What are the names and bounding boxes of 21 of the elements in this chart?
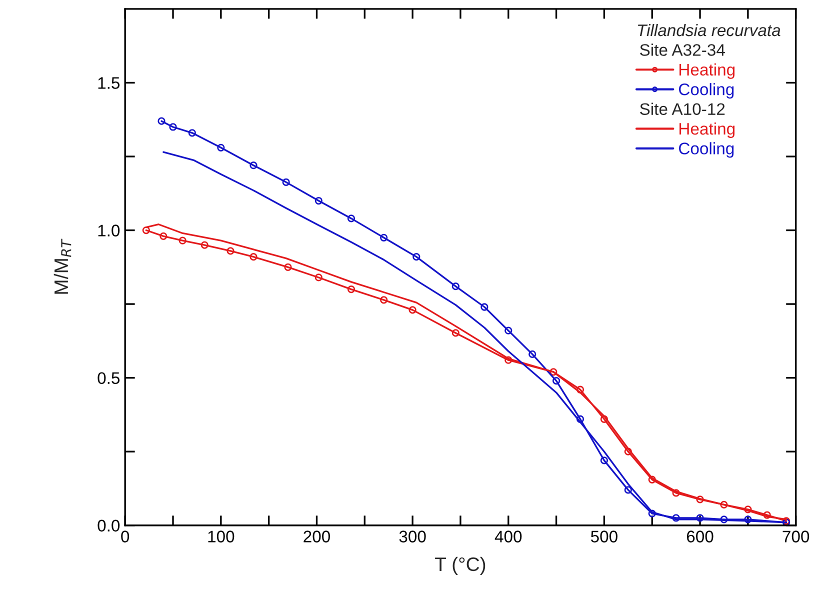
legend-title: Tillandsia recurvata (638, 24, 780, 36)
legend-label: Cooling (679, 83, 734, 99)
x-tick-label: 200 (304, 530, 330, 542)
x-tick-label: 0 (121, 530, 130, 542)
x-tick-label: 300 (399, 530, 426, 542)
x-tick-label: 600 (686, 530, 714, 542)
annotation: Site A10-12 (640, 102, 725, 116)
legend-label: Cooling (679, 142, 734, 158)
x-tick-label: 500 (590, 530, 618, 542)
x-axis-title: T (°C) (435, 556, 486, 575)
y-axis-title: M/M$_{RT}$ (54, 238, 72, 294)
y-tick-label: 0.5 (98, 372, 120, 384)
y-tick-label: 1.5 (98, 77, 120, 89)
y-tick-label: 1.0 (98, 224, 120, 236)
legend-label: Heating (680, 63, 735, 79)
x-tick-label: 100 (208, 530, 234, 542)
x-tick-label: 700 (782, 530, 810, 542)
x-tick-label: 400 (494, 530, 522, 542)
legend-label: Heating (680, 122, 735, 138)
annotation: Site A32-34 (640, 44, 725, 56)
y-tick-label: 0.0 (98, 520, 120, 532)
